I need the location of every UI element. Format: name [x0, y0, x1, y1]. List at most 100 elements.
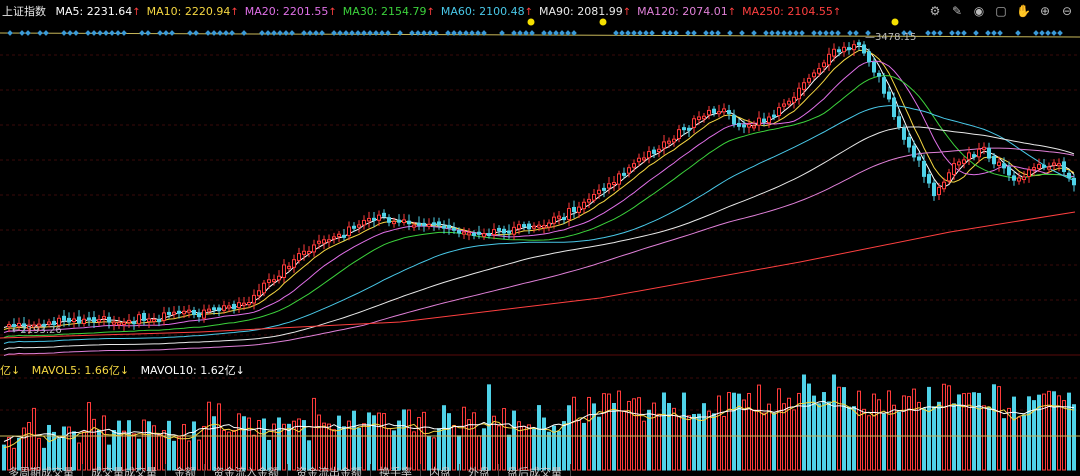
volume-bar	[497, 425, 501, 471]
signal-marker	[907, 30, 913, 36]
candle-body	[402, 219, 406, 224]
volume-bar	[347, 420, 351, 471]
candle-body	[712, 108, 716, 114]
indicator-tab[interactable]: 换手率	[371, 464, 421, 476]
indicator-tab[interactable]: 内盘	[421, 464, 460, 476]
volume-bar	[297, 418, 301, 471]
ma-legend-item: MA30: 2154.79↑	[342, 5, 435, 18]
volume-bar	[897, 411, 901, 471]
volume-bar	[987, 406, 991, 471]
signal-marker	[781, 30, 787, 36]
candle-body	[547, 222, 551, 228]
volume-bar	[42, 447, 46, 471]
volume-bar	[707, 410, 711, 471]
signal-marker	[1015, 30, 1021, 36]
volume-bar	[182, 424, 186, 471]
candle-body	[302, 250, 306, 255]
indicator-tab[interactable]: 成交量成交量	[83, 464, 166, 476]
candle-body	[947, 172, 951, 182]
indicator-tab[interactable]: 外盘	[460, 464, 499, 476]
signal-marker	[109, 30, 115, 36]
candle-body	[977, 148, 981, 158]
volume-bar	[1012, 396, 1016, 471]
indicator-tab[interactable]: 资金流出金额	[288, 464, 371, 476]
settings-icon[interactable]: ⚙	[929, 4, 941, 18]
up-arrow-icon: ↑	[230, 7, 239, 18]
candle-body	[122, 321, 126, 325]
candle-body	[1052, 162, 1056, 166]
candle-body	[672, 138, 676, 143]
volume-bar	[997, 386, 1001, 471]
indicator-tab[interactable]: 盘后成交量	[499, 464, 571, 476]
up-arrow-icon: ↑	[622, 7, 632, 18]
candle-body	[807, 77, 811, 83]
candle-body	[412, 224, 416, 228]
volume-bar	[462, 406, 466, 471]
candle-body	[792, 96, 796, 103]
volume-bar	[572, 396, 576, 471]
volume-bar	[637, 397, 641, 471]
candle-body	[1027, 169, 1031, 177]
candle-body	[327, 239, 331, 243]
indicator-tab[interactable]: 金额	[166, 464, 205, 476]
volume-bar	[762, 412, 766, 471]
draw-pen-icon[interactable]: ✎	[951, 4, 963, 18]
indicator-tab[interactable]: 资金流入金额	[205, 464, 288, 476]
candle-body	[662, 141, 666, 149]
volume-bar	[632, 398, 636, 471]
candle-body	[702, 115, 706, 120]
candle-body	[522, 224, 526, 228]
volume-bar	[367, 412, 371, 471]
up-arrow-icon: ↑	[426, 7, 435, 18]
volume-bar	[517, 421, 521, 471]
signal-marker	[517, 30, 523, 36]
candle-body	[612, 181, 616, 185]
volume-bar	[717, 395, 721, 471]
candle-body	[512, 226, 516, 235]
signal-marker	[739, 30, 745, 36]
volume-bar	[192, 421, 196, 471]
candle-body	[177, 310, 181, 314]
hand-icon[interactable]: ✋	[1016, 4, 1031, 18]
zoom-out-icon[interactable]: ⊖	[1061, 4, 1073, 18]
signal-marker	[949, 30, 955, 36]
volume-bar	[792, 409, 796, 471]
volume-bar	[837, 386, 841, 471]
ma-line	[3, 49, 1075, 330]
signal-marker	[511, 30, 517, 36]
volume-bar	[32, 407, 36, 471]
volume-bar	[802, 374, 806, 471]
volume-bar	[967, 392, 971, 471]
signal-marker	[163, 30, 169, 36]
volume-bar	[1017, 416, 1021, 471]
volume-bar	[1037, 394, 1041, 471]
volume-bar	[932, 406, 936, 471]
volume-bar	[212, 416, 216, 471]
signal-marker	[283, 30, 289, 36]
signal-marker	[547, 30, 553, 36]
candle-body	[827, 53, 831, 66]
up-arrow-icon: ↑	[727, 7, 737, 18]
high-price-label: —3478.15	[865, 32, 916, 43]
volume-bar	[317, 414, 321, 471]
candle-body	[357, 224, 361, 228]
volume-bar	[502, 408, 506, 471]
zoom-in-icon[interactable]: ⊕	[1039, 4, 1051, 18]
window-icon[interactable]: ▢	[995, 4, 1007, 18]
signal-marker	[931, 30, 937, 36]
ma-line	[3, 147, 1075, 356]
candle-body	[1032, 167, 1036, 171]
volume-bar	[197, 439, 201, 471]
volume-bar	[587, 396, 591, 471]
candle-body	[847, 47, 851, 51]
volume-bar	[722, 416, 726, 471]
volume-bar	[922, 408, 926, 471]
signal-marker	[1033, 30, 1039, 36]
volume-bar	[77, 442, 81, 471]
eye-icon[interactable]: ◉	[973, 4, 985, 18]
signal-marker	[103, 30, 109, 36]
candle-body	[1047, 166, 1051, 170]
candle-body	[1067, 172, 1071, 179]
indicator-tab[interactable]: 多周期成交量	[0, 464, 83, 476]
ma-legend-item: MA5: 2231.64↑	[55, 5, 141, 18]
